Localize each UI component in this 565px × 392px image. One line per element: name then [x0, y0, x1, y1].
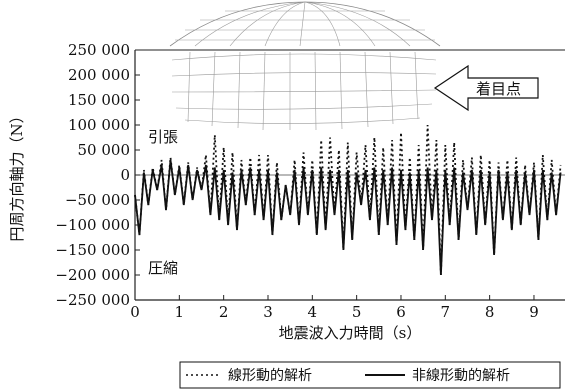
y-tick-label: 100 000	[68, 116, 130, 134]
tension-label: 引張	[148, 128, 178, 146]
series-layer	[134, 124, 562, 276]
series-line-linear	[134, 124, 562, 276]
x-tick-label: 1	[175, 303, 185, 321]
legend-label-nonlinear: 非線形動的解析	[412, 368, 510, 384]
y-tick-label: 250 000	[68, 41, 130, 59]
y-axis-ticks: 250 000 200 000 150 000 100 000 50 000 0 −50 0…	[55, 41, 140, 309]
x-tick-label: 6	[396, 303, 406, 321]
x-tick-label: 8	[485, 303, 495, 321]
y-tick-label: 50 000	[78, 141, 131, 159]
x-tick-label: 0	[130, 303, 140, 321]
x-tick-label: 7	[441, 303, 451, 321]
y-tick-label: −50 000	[65, 191, 130, 209]
x-tick-label: 4	[308, 303, 318, 321]
dome-wireframe-illustration	[169, 1, 441, 131]
y-axis-title: 円周方向軸力（N）	[8, 108, 26, 241]
legend: 線形動的解析 非線形動的解析	[179, 361, 561, 389]
compression-label: 圧縮	[148, 259, 178, 277]
y-tick-label: 150 000	[68, 91, 130, 109]
x-axis-title: 地震波入力時間（s）	[279, 324, 422, 342]
x-tick-label: 2	[219, 303, 229, 321]
callout-arrow	[433, 64, 539, 112]
y-tick-label: −150 000	[55, 241, 130, 259]
x-tick-label: 3	[263, 303, 273, 321]
series-line-nonlinear	[134, 159, 562, 276]
legend-label-linear: 線形動的解析	[228, 368, 312, 384]
focus-point-label: 着目点	[476, 80, 521, 98]
x-axis-ticks: 0 1 2 3 4 5 6 7 8 9	[130, 295, 539, 321]
y-tick-label: −250 000	[55, 291, 130, 309]
y-tick-label: 0	[120, 166, 130, 184]
y-tick-label: −200 000	[55, 266, 130, 284]
focus-point-callout: 着目点	[433, 64, 539, 112]
y-tick-label: −100 000	[55, 216, 130, 234]
y-tick-label: 200 000	[68, 66, 130, 84]
x-tick-label: 5	[352, 303, 362, 321]
x-tick-label: 9	[529, 303, 539, 321]
